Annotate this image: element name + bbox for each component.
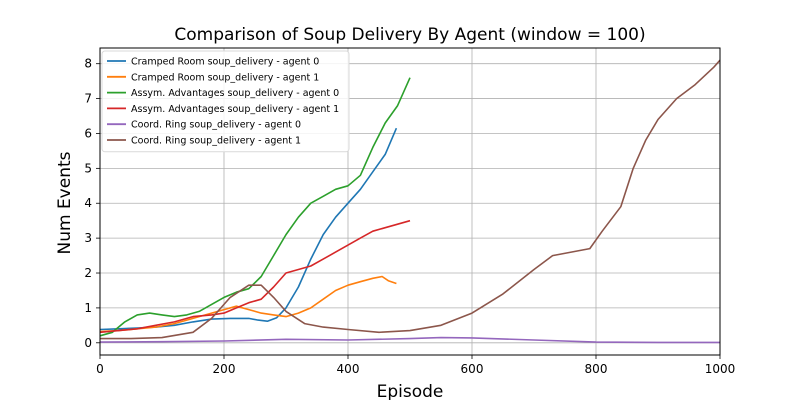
y-tick-label: 4 (84, 196, 92, 210)
x-tick-label: 400 (337, 362, 360, 376)
series-line-2 (99, 77, 411, 337)
series-line-3 (99, 219, 411, 334)
legend: Cramped Room soup_delivery - agent 0 Cram… (101, 50, 350, 153)
y-tick-label: 6 (84, 126, 92, 140)
x-tick-label: 200 (213, 362, 236, 376)
legend-entry: Assym. Advantages soup_delivery - agent … (131, 104, 339, 115)
y-tick-label: 2 (84, 266, 92, 280)
y-tick-label: 8 (84, 57, 92, 71)
legend-entry: Coord. Ring soup_delivery - agent 0 (131, 120, 301, 131)
y-tick-label: 5 (84, 161, 92, 175)
y-tick-label: 7 (84, 92, 92, 106)
series-line-1 (99, 275, 397, 333)
legend-entry: Assym. Advantages soup_delivery - agent … (131, 88, 339, 99)
axis-ticks: 0 200 400 600 800 1000 0 1 2 3 4 5 6 7 8 (84, 57, 735, 376)
x-tick-label: 1000 (705, 362, 736, 376)
x-axis-label: Episode (377, 382, 444, 400)
x-tick-label: 800 (585, 362, 608, 376)
x-tick-label: 600 (461, 362, 484, 376)
y-tick-label: 0 (84, 336, 92, 350)
y-tick-label: 3 (84, 231, 92, 245)
series-line-0 (99, 127, 398, 331)
legend-entry: Cramped Room soup_delivery - agent 0 (131, 57, 319, 68)
y-axis-label: Num Events (55, 151, 75, 254)
legend-box (101, 50, 350, 153)
series-layer (99, 59, 721, 344)
plot-frame (99, 47, 721, 356)
series-line-4 (99, 336, 720, 344)
y-tick-label: 1 (84, 301, 92, 315)
legend-entry: Coord. Ring soup_delivery - agent 1 (131, 136, 301, 147)
x-tick-label: 0 (96, 362, 104, 376)
legend-entry: Cramped Room soup_delivery - agent 1 (131, 72, 319, 83)
chart-title: Comparison of Soup Delivery By Agent (wi… (174, 25, 645, 45)
series-line-5 (100, 59, 721, 340)
